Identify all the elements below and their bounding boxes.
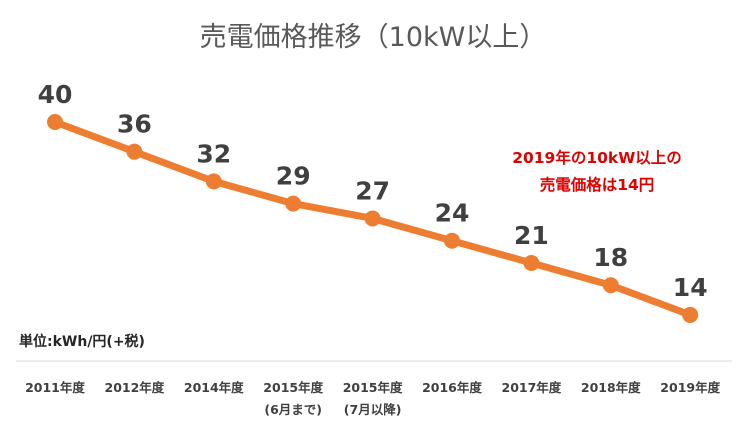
data-point [47,114,63,130]
data-label: 14 [673,273,708,302]
chart-title: 売電価格推移（10kW以上） [200,22,547,53]
data-label: 24 [435,199,470,228]
data-label: 29 [276,162,311,191]
x-tick-label: (6月まで) [264,402,322,417]
x-tick-label: 2011年度 [25,380,85,395]
data-label: 40 [38,80,73,109]
data-point [285,195,302,212]
x-tick-label: 2015年度 [343,380,403,395]
data-label: 36 [117,110,152,139]
data-point [364,210,381,227]
annotation-line-2: 売電価格は14円 [540,175,655,194]
x-tick-label: 2015年度 [263,380,323,395]
data-point [444,232,460,249]
data-label: 21 [514,221,549,250]
data-point [682,306,699,323]
data-label: 18 [593,243,628,272]
x-tick-label: 2019年度 [660,380,720,395]
x-tick-label: 2012年度 [105,380,165,395]
data-label: 27 [355,176,390,205]
annotation-line-1: 2019年の10kW以上の [512,148,682,167]
x-tick-label: 2014年度 [184,380,244,395]
data-point [205,173,222,190]
data-point [602,277,619,294]
x-tick-label: (7月以降) [344,402,402,417]
x-tick-label: 2016年度 [422,380,482,395]
series-line-group [47,114,699,323]
x-tick-label: 2017年度 [502,380,562,395]
data-point [126,143,143,160]
data-point [523,254,540,271]
unit-label: 単位:kWh/円(+税) [19,333,145,350]
data-label: 32 [196,139,231,168]
x-axis-ticks: 2011年度 2012年度 2014年度 2015年度 (6月まで) 2015年度 (7月以… [25,380,720,417]
data-label-group: 40 36 32 29 27 24 21 18 14 [38,80,708,302]
x-tick-label: 2018年度 [581,380,641,395]
